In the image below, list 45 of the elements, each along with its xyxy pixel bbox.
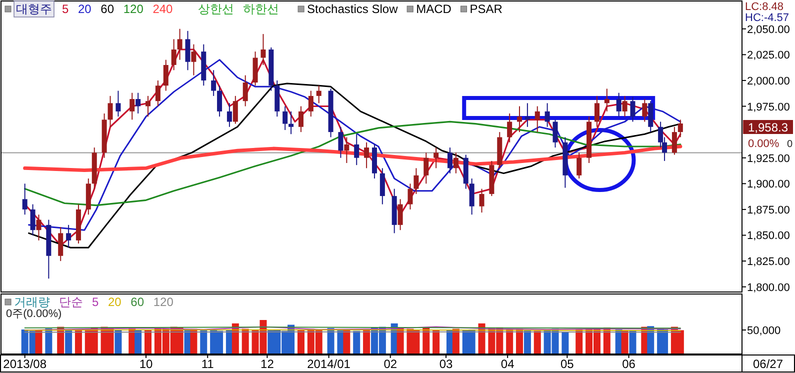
x-tick-label: 03 — [439, 357, 453, 371]
series-label: 60 — [130, 295, 144, 309]
y-tick-label: 1,825.00 — [747, 256, 790, 268]
y-tick-label: 1,900.00 — [747, 178, 790, 191]
x-tick-label: 02 — [384, 357, 398, 371]
annotation: PSAR — [470, 2, 503, 16]
legend-title: 단순 — [59, 295, 83, 309]
annotation: MACD — [416, 2, 452, 16]
y-tick-label: 2,025.00 — [747, 50, 790, 62]
annotation: 0주(0.00%) — [6, 308, 62, 320]
x-tick-label: 10 — [139, 357, 154, 371]
x-tick-label: 11 — [201, 357, 214, 371]
text: 5 — [62, 2, 69, 16]
series-label: 거래량 — [14, 295, 50, 309]
y-tick-label: 2,050.00 — [747, 24, 790, 36]
y-tick-label: 1,850.00 — [747, 230, 790, 242]
text: 0 — [787, 139, 793, 150]
y-tick-label: 1,925.00 — [747, 152, 790, 165]
chart-title: 대형주 — [16, 2, 52, 16]
x-tick-label: 2014/01 — [307, 357, 351, 371]
text: HC:-4.57 — [745, 12, 790, 24]
annotation: Stochastics Slow — [307, 2, 398, 16]
series-label: 5 — [92, 295, 99, 309]
y-tick-label: 1,800.00 — [747, 282, 790, 294]
annotation: 상한선 — [198, 2, 234, 16]
text: 60 — [100, 2, 114, 16]
y-tick-label: 2,000.00 — [747, 75, 790, 88]
series-label: 20 — [108, 295, 122, 309]
text: 50,000 — [747, 325, 781, 337]
x-tick-label: 2013/08 — [3, 357, 47, 371]
text: 06/27 — [752, 357, 784, 371]
annotation: 하한선 — [243, 2, 280, 16]
text: 0.00% — [748, 138, 780, 150]
y-tick-label: 1,975.00 — [747, 101, 790, 114]
x-tick-label: 12 — [260, 357, 274, 371]
text: 1,958.3 — [748, 120, 788, 134]
y-tick-label: 1,875.00 — [747, 204, 790, 216]
x-tick-label: 05 — [560, 357, 574, 371]
text: 240 — [152, 2, 174, 16]
x-tick-label: 06 — [622, 357, 636, 371]
text: 20 — [78, 2, 92, 16]
text: 120 — [123, 2, 144, 16]
series-label: 120 — [153, 295, 174, 309]
text: LC:8.48 — [745, 1, 784, 13]
x-tick-label: 04 — [500, 357, 515, 371]
